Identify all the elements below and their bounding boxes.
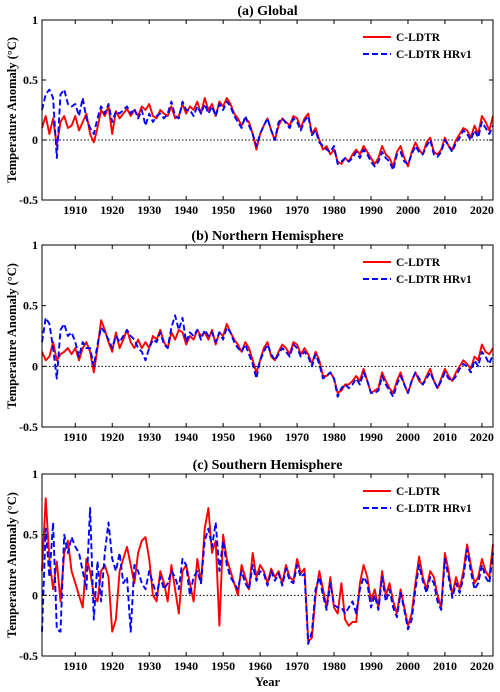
y-tick-label: 0.5 <box>23 73 38 87</box>
y-axis-label: Temperature Anomaly (°C) <box>5 37 19 183</box>
y-tick-label: 0.5 <box>23 299 38 313</box>
legend: C-LDTR C-LDTR HRv1 <box>363 486 472 515</box>
series-line-c-ldtr-hrv1 <box>41 314 494 398</box>
series-line-c-ldtr <box>41 97 494 168</box>
panel-2: (c) Southern Hemisphere Temperature Anoma… <box>5 458 494 689</box>
panel-title: (a) Global <box>237 4 297 19</box>
x-tick-label: 1970 <box>285 430 309 444</box>
x-tick-label: 2000 <box>396 203 420 217</box>
x-tick-label: 1980 <box>322 203 346 217</box>
x-tick-label: 1970 <box>285 203 309 217</box>
x-tick-label: 1980 <box>322 430 346 444</box>
panel-0: (a) Global Temperature Anomaly (°C)-0.5 0 0… <box>5 4 494 217</box>
y-tick-label: -0.5 <box>19 420 38 434</box>
x-tick-label: 1970 <box>285 659 309 673</box>
x-tick-label: 1980 <box>322 659 346 673</box>
x-tick-label: 1960 <box>248 203 272 217</box>
legend: C-LDTR C-LDTR HRv1 <box>363 32 472 61</box>
y-tick-label: 1 <box>32 238 38 252</box>
x-tick-label: 1960 <box>248 659 272 673</box>
x-tick-label: 1910 <box>63 203 87 217</box>
legend-label: C-LDTR <box>396 486 441 498</box>
x-tick-label: 2020 <box>470 659 494 673</box>
legend: C-LDTR C-LDTR HRv1 <box>363 257 472 286</box>
y-axis-label: Temperature Anomaly (°C) <box>5 492 19 638</box>
x-tick-label: 2020 <box>470 430 494 444</box>
x-tick-label: 1940 <box>174 203 198 217</box>
y-tick-label: 0.5 <box>23 528 38 542</box>
x-tick-label: 1990 <box>359 430 383 444</box>
y-tick-label: -0.5 <box>19 649 38 663</box>
legend-label: C-LDTR <box>396 32 441 44</box>
y-tick-label: 1 <box>32 467 38 481</box>
x-tick-label: 1990 <box>359 203 383 217</box>
plot-frame <box>41 244 494 428</box>
x-tick-label: 1950 <box>211 659 235 673</box>
x-tick-label: 1930 <box>137 203 161 217</box>
panel-title: (b) Northern Hemisphere <box>191 229 343 244</box>
x-tick-label: 1990 <box>359 659 383 673</box>
y-tick-label: 0 <box>32 588 38 602</box>
x-tick-label: 2010 <box>433 430 457 444</box>
y-tick-label: 0 <box>32 133 38 147</box>
x-tick-label: 2000 <box>396 430 420 444</box>
x-tick-label: 1910 <box>63 430 87 444</box>
series-line-c-ldtr-hrv1 <box>41 507 494 645</box>
x-axis-label: Year <box>255 675 280 689</box>
y-axis-label: Temperature Anomaly (°C) <box>5 263 19 409</box>
x-tick-label: 1960 <box>248 430 272 444</box>
panel-title: (c) Southern Hemisphere <box>193 458 343 473</box>
legend-label: C-LDTR HRv1 <box>396 49 472 61</box>
x-tick-label: 2010 <box>433 203 457 217</box>
x-tick-label: 1920 <box>100 659 124 673</box>
x-tick-label: 2020 <box>470 203 494 217</box>
panel-1: (b) Northern Hemisphere Temperature Anoma… <box>5 229 494 444</box>
series-line-c-ldtr <box>41 497 494 643</box>
plot-frame <box>41 19 494 201</box>
x-tick-label: 1940 <box>174 659 198 673</box>
x-tick-label: 2010 <box>433 659 457 673</box>
x-tick-label: 1910 <box>63 659 87 673</box>
x-tick-label: 1920 <box>100 203 124 217</box>
series-line-c-ldtr-hrv1 <box>41 88 494 171</box>
x-tick-label: 1930 <box>137 430 161 444</box>
x-tick-label: 1930 <box>137 659 161 673</box>
y-tick-label: 1 <box>32 13 38 27</box>
x-tick-label: 1920 <box>100 430 124 444</box>
x-tick-label: 1950 <box>211 203 235 217</box>
legend-label: C-LDTR HRv1 <box>396 274 472 286</box>
y-tick-label: 0 <box>32 359 38 373</box>
x-tick-label: 1940 <box>174 430 198 444</box>
x-tick-label: 2000 <box>396 659 420 673</box>
x-tick-label: 1950 <box>211 430 235 444</box>
plot-frame <box>41 473 494 657</box>
legend-label: C-LDTR <box>396 257 441 269</box>
legend-label: C-LDTR HRv1 <box>396 503 472 515</box>
y-tick-label: -0.5 <box>19 193 38 207</box>
